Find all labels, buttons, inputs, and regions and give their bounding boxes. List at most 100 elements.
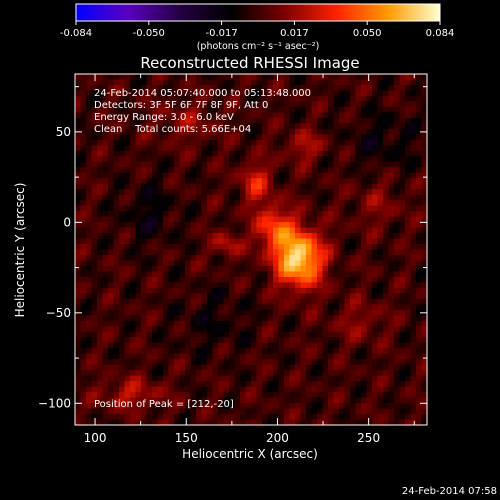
heatmap-cell bbox=[168, 161, 175, 168]
heatmap-cell bbox=[207, 222, 213, 228]
heatmap-cell bbox=[196, 414, 202, 420]
heatmap-cell bbox=[245, 320, 252, 327]
heatmap-cell bbox=[223, 326, 230, 333]
heatmap-cell bbox=[240, 90, 246, 97]
heatmap-cell bbox=[135, 408, 142, 415]
heatmap-cell bbox=[245, 353, 252, 360]
heatmap-cell bbox=[251, 392, 257, 398]
heatmap-cell bbox=[399, 309, 406, 316]
heatmap-cell bbox=[306, 414, 312, 420]
heatmap-cell bbox=[245, 145, 252, 152]
heatmap-cell bbox=[124, 238, 131, 245]
heatmap-cell bbox=[300, 276, 307, 283]
heatmap-cell bbox=[256, 265, 263, 272]
heatmap-cell bbox=[251, 249, 257, 256]
heatmap-cell bbox=[135, 271, 142, 278]
heatmap-cell bbox=[119, 348, 125, 355]
heatmap-cell bbox=[207, 150, 213, 157]
heatmap-cell bbox=[399, 79, 406, 86]
heatmap-cell bbox=[306, 161, 312, 168]
heatmap-cell bbox=[163, 304, 169, 311]
heatmap-cell bbox=[168, 419, 175, 426]
heatmap-cell bbox=[377, 90, 384, 97]
heatmap-cell bbox=[394, 364, 400, 371]
heatmap-cell bbox=[421, 222, 428, 228]
heatmap-cell bbox=[240, 172, 246, 179]
heatmap-cell bbox=[355, 74, 362, 80]
heatmap-cell bbox=[91, 205, 98, 212]
heatmap-cell bbox=[102, 353, 109, 360]
heatmap-cell bbox=[344, 386, 351, 393]
heatmap-cell bbox=[256, 254, 263, 261]
heatmap-cell bbox=[130, 359, 136, 366]
heatmap-cell bbox=[311, 216, 318, 223]
heatmap-cell bbox=[317, 353, 323, 360]
heatmap-cell bbox=[278, 414, 285, 420]
heatmap-cell bbox=[306, 260, 312, 267]
heatmap-cell bbox=[361, 156, 367, 163]
heatmap-cell bbox=[383, 419, 389, 426]
heatmap-cell bbox=[229, 276, 235, 283]
heatmap-cell bbox=[179, 74, 186, 80]
heatmap-cell bbox=[366, 386, 373, 393]
heatmap-cell bbox=[218, 392, 224, 398]
heatmap-cell bbox=[333, 238, 340, 245]
heatmap-cell bbox=[289, 271, 296, 278]
heatmap-cell bbox=[416, 304, 422, 311]
heatmap-cell bbox=[212, 271, 219, 278]
heatmap-cell bbox=[295, 304, 301, 311]
heatmap-cell bbox=[113, 331, 120, 338]
heatmap-cell bbox=[97, 150, 103, 157]
heatmap-cell bbox=[75, 134, 81, 141]
heatmap-cell bbox=[113, 205, 120, 212]
heatmap-cell bbox=[306, 397, 312, 404]
heatmap-cell bbox=[218, 348, 224, 355]
heatmap-cell bbox=[344, 326, 351, 333]
heatmap-cell bbox=[311, 145, 318, 152]
heatmap-cell bbox=[273, 244, 279, 250]
heatmap-cell bbox=[185, 287, 191, 294]
heatmap-cell bbox=[405, 216, 411, 223]
heatmap-cell bbox=[295, 156, 301, 163]
heatmap-cell bbox=[185, 194, 191, 201]
heatmap-cell bbox=[405, 183, 411, 190]
heatmap-cell bbox=[86, 189, 92, 196]
heatmap-cell bbox=[405, 150, 411, 157]
heatmap-cell bbox=[234, 74, 241, 80]
heatmap-cell bbox=[278, 79, 285, 86]
heatmap-cell bbox=[355, 342, 362, 349]
heatmap-cell bbox=[157, 408, 164, 415]
heatmap-cell bbox=[328, 320, 334, 327]
heatmap-cell bbox=[416, 139, 422, 146]
heatmap-cell bbox=[91, 381, 98, 388]
heatmap-cell bbox=[152, 244, 158, 250]
heatmap-cell bbox=[405, 276, 411, 283]
heatmap-cell bbox=[163, 178, 169, 185]
heatmap-cell bbox=[355, 238, 362, 245]
heatmap-cell bbox=[185, 309, 191, 316]
heatmap-cell bbox=[328, 172, 334, 179]
heatmap-cell bbox=[130, 408, 136, 415]
heatmap-cell bbox=[119, 249, 125, 256]
heatmap-cell bbox=[196, 189, 202, 196]
heatmap-cell bbox=[394, 74, 400, 80]
heatmap-cell bbox=[350, 293, 356, 300]
heatmap-cell bbox=[124, 315, 131, 322]
heatmap-cell bbox=[86, 348, 92, 355]
heatmap-cell bbox=[311, 386, 318, 393]
heatmap-cell bbox=[75, 381, 81, 388]
heatmap-cell bbox=[405, 309, 411, 316]
heatmap-cell bbox=[256, 287, 263, 294]
heatmap-cell bbox=[394, 392, 400, 398]
heatmap-cell bbox=[262, 397, 268, 404]
heatmap-cell bbox=[97, 353, 103, 360]
heatmap-cell bbox=[223, 222, 230, 228]
heatmap-cell bbox=[311, 337, 318, 344]
heatmap-cell bbox=[212, 260, 219, 267]
heatmap-cell bbox=[328, 145, 334, 152]
heatmap-cell bbox=[240, 293, 246, 300]
heatmap-cell bbox=[108, 172, 114, 179]
heatmap-cell bbox=[267, 403, 274, 409]
heatmap-cell bbox=[91, 265, 98, 272]
heatmap-cell bbox=[124, 194, 131, 201]
